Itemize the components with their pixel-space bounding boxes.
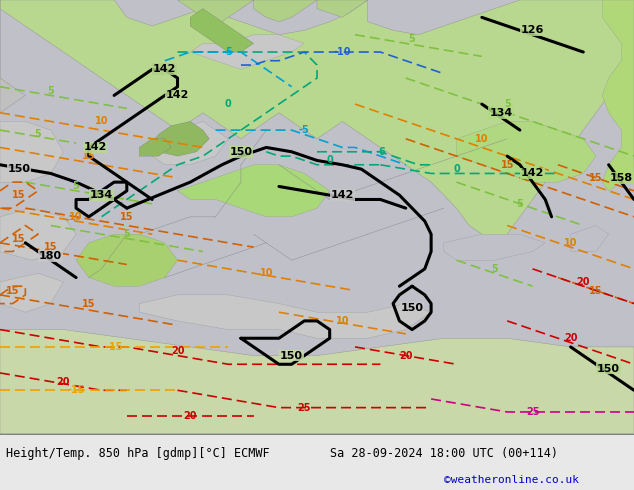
Text: 5: 5 xyxy=(48,86,54,96)
Text: 10: 10 xyxy=(259,268,273,278)
Polygon shape xyxy=(0,0,25,113)
Polygon shape xyxy=(0,330,634,434)
Polygon shape xyxy=(190,35,304,70)
Text: Sa 28-09-2024 18:00 UTC (00+114): Sa 28-09-2024 18:00 UTC (00+114) xyxy=(330,447,558,460)
Text: 10: 10 xyxy=(94,117,108,126)
Polygon shape xyxy=(178,165,330,217)
Text: 0: 0 xyxy=(453,164,460,174)
Text: Height/Temp. 850 hPa [gdmp][°C] ECMWF: Height/Temp. 850 hPa [gdmp][°C] ECMWF xyxy=(6,447,270,460)
Text: 150: 150 xyxy=(230,147,252,157)
Text: 25: 25 xyxy=(297,403,311,413)
Text: 5: 5 xyxy=(517,199,523,209)
Text: 180: 180 xyxy=(39,251,62,261)
Text: 0: 0 xyxy=(327,155,333,166)
Text: 20: 20 xyxy=(399,350,413,361)
Text: 126: 126 xyxy=(521,25,544,35)
Text: 10: 10 xyxy=(564,238,578,248)
Polygon shape xyxy=(139,122,228,165)
Polygon shape xyxy=(190,9,254,52)
Text: 20: 20 xyxy=(576,277,590,287)
Text: 5: 5 xyxy=(504,99,510,109)
Polygon shape xyxy=(178,0,368,26)
Text: 10: 10 xyxy=(335,316,349,326)
Polygon shape xyxy=(139,295,431,338)
Text: 20: 20 xyxy=(171,346,184,356)
Text: 20: 20 xyxy=(564,333,578,343)
Polygon shape xyxy=(76,234,178,286)
Text: 150: 150 xyxy=(280,350,303,361)
Text: 15: 15 xyxy=(6,286,20,295)
Text: 20: 20 xyxy=(56,377,70,387)
Text: 142: 142 xyxy=(84,143,107,152)
Text: 0: 0 xyxy=(225,99,231,109)
Text: 20: 20 xyxy=(183,411,197,421)
Text: 150: 150 xyxy=(8,164,30,174)
Text: 142: 142 xyxy=(331,190,354,200)
Polygon shape xyxy=(152,122,209,156)
Text: -15: -15 xyxy=(105,342,123,352)
Polygon shape xyxy=(0,0,634,243)
Text: 142: 142 xyxy=(166,90,189,100)
Polygon shape xyxy=(0,273,63,312)
Text: 10: 10 xyxy=(475,134,489,144)
Text: 134: 134 xyxy=(90,190,113,200)
Text: 15: 15 xyxy=(589,173,603,183)
Text: 10: 10 xyxy=(69,212,83,222)
Text: 15: 15 xyxy=(12,190,26,200)
Polygon shape xyxy=(0,208,76,260)
Text: 150: 150 xyxy=(597,364,620,373)
Text: 5: 5 xyxy=(124,229,130,239)
Text: 5: 5 xyxy=(35,129,41,140)
Text: 5: 5 xyxy=(73,181,79,192)
Text: 15: 15 xyxy=(120,212,134,222)
Text: 15: 15 xyxy=(82,151,96,161)
Text: 15: 15 xyxy=(82,298,96,309)
Polygon shape xyxy=(444,234,545,260)
Polygon shape xyxy=(456,122,596,182)
Text: 15: 15 xyxy=(12,234,26,244)
Text: -5: -5 xyxy=(223,47,233,57)
Text: ©weatheronline.co.uk: ©weatheronline.co.uk xyxy=(444,475,579,485)
Polygon shape xyxy=(139,139,171,156)
Polygon shape xyxy=(0,122,63,182)
Text: -6: -6 xyxy=(375,147,385,157)
Text: -15: -15 xyxy=(67,385,85,395)
Text: 25: 25 xyxy=(526,407,540,417)
Polygon shape xyxy=(571,225,609,251)
Text: 5: 5 xyxy=(409,34,415,44)
Text: 15: 15 xyxy=(589,286,603,295)
Text: -10: -10 xyxy=(333,47,351,57)
Text: 158: 158 xyxy=(610,173,633,183)
Text: 5: 5 xyxy=(491,264,498,274)
Polygon shape xyxy=(602,0,634,191)
Text: 150: 150 xyxy=(401,303,424,313)
Text: 134: 134 xyxy=(489,108,512,118)
Text: 15: 15 xyxy=(44,242,58,252)
Text: 15: 15 xyxy=(500,160,514,170)
Text: -5: -5 xyxy=(299,125,309,135)
Text: 142: 142 xyxy=(521,169,544,178)
Text: 142: 142 xyxy=(153,64,176,74)
